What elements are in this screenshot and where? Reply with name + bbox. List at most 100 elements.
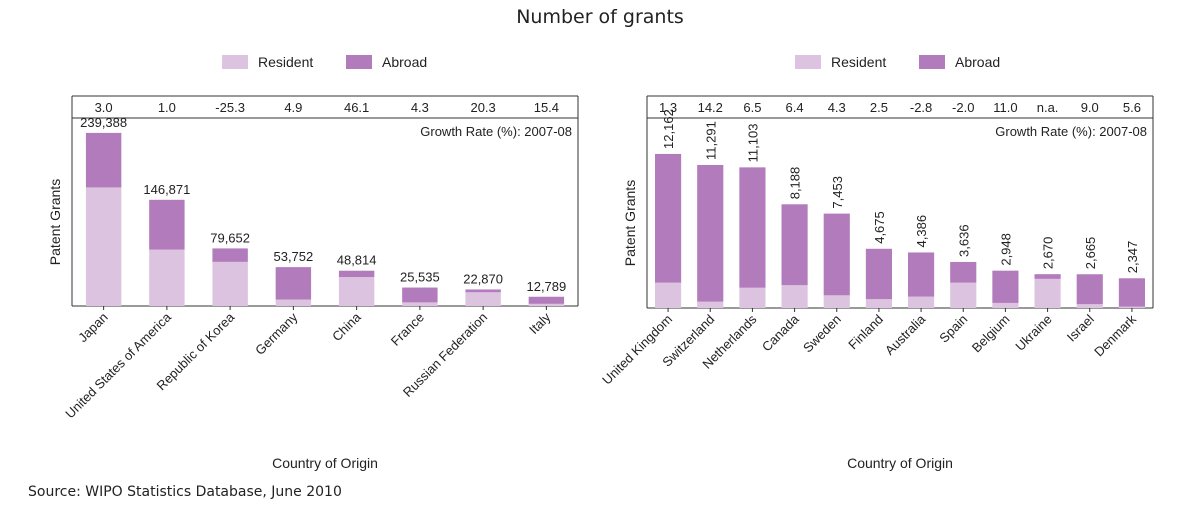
x-tick-label: Australia	[882, 311, 929, 358]
legend-label-1: Abroad	[955, 54, 1000, 70]
bar-value-label: 8,188	[788, 167, 803, 200]
bar-abroad	[85, 132, 122, 188]
bar-abroad	[781, 204, 808, 286]
growth-rate-value: 4.3	[828, 100, 846, 115]
bar-value-label: 11,103	[745, 124, 760, 163]
growth-rate-value: 46.1	[344, 100, 369, 115]
bar-resident	[1118, 306, 1145, 308]
bar-resident	[149, 249, 185, 306]
chart-right: Resident Abroad 1.3 14.2 6.5 6.4 4.3 2.5 -2.8 -2.…	[599, 54, 1154, 471]
bar-resident	[697, 301, 724, 308]
legend: Resident Abroad	[222, 54, 427, 70]
source-note: Source: WIPO Statistics Database, June 2…	[28, 484, 342, 500]
bar-resident	[950, 282, 977, 308]
x-tick-label: Denmark	[1091, 311, 1139, 359]
bar-resident	[1076, 304, 1103, 308]
bar-abroad	[655, 153, 682, 283]
bar-abroad	[697, 164, 724, 302]
x-axis-title: Country of Origin	[272, 455, 378, 471]
bar-abroad	[1034, 274, 1061, 279]
bar-value-label: 48,814	[337, 253, 377, 268]
bar-abroad	[149, 199, 185, 250]
growth-rate-value: -2.0	[952, 100, 974, 115]
chart-left: Resident Abroad 3.0 1.0 -25.3 4.9 46.1 4.3 20.3 1…	[47, 54, 579, 471]
x-axis-title: Country of Origin	[847, 455, 953, 471]
bar-resident	[465, 292, 501, 306]
legend-label-0: Resident	[831, 54, 886, 70]
bar-resident	[865, 299, 892, 308]
legend-swatch-0	[222, 55, 248, 69]
bar-resident	[402, 302, 438, 306]
growth-rate-value: 15.4	[534, 100, 559, 115]
x-tick-label: Germany	[252, 309, 301, 358]
growth-rate-value: 1.3	[659, 100, 677, 115]
x-tick-label: Israel	[1064, 311, 1097, 344]
x-tick-label: Finland	[845, 312, 886, 353]
bar-abroad	[1118, 278, 1145, 307]
bar-value-label: 12,789	[526, 279, 566, 294]
bar-value-label: 53,752	[273, 249, 313, 264]
growth-rate-value: 3.0	[95, 100, 113, 115]
x-tick-label: Spain	[936, 312, 970, 346]
legend-swatch-1	[919, 55, 945, 69]
bar-value-label: 7,453	[830, 176, 845, 209]
x-tick-label: Canada	[759, 311, 802, 354]
growth-rate-value: -25.3	[215, 100, 245, 115]
y-axis-title: Patent Grants	[47, 179, 63, 265]
bar-value-label: 22,870	[463, 271, 503, 286]
bar-abroad	[865, 248, 892, 300]
growth-rate-value: 1.0	[158, 100, 176, 115]
bar-value-label: 25,535	[400, 270, 440, 285]
growth-rate-label: Growth Rate (%): 2007-08	[995, 124, 1147, 139]
bar-value-label: 11,291	[703, 121, 718, 160]
legend-swatch-0	[795, 55, 821, 69]
bar-abroad	[1076, 274, 1103, 305]
bar-abroad	[465, 289, 501, 293]
growth-rate-value: 14.2	[698, 100, 723, 115]
bar-resident	[1034, 278, 1061, 308]
bar-resident	[908, 296, 935, 308]
bar-abroad	[402, 287, 438, 303]
bar-abroad	[275, 267, 312, 300]
x-tick-label: United Kingdom	[599, 312, 675, 388]
bar-abroad	[992, 270, 1019, 303]
growth-rate-value: 4.9	[284, 100, 302, 115]
bar-resident	[338, 277, 375, 306]
bar-resident	[212, 261, 248, 306]
bar-resident	[655, 282, 682, 308]
bar-resident	[85, 187, 122, 306]
bar-value-label: 12,162	[661, 109, 676, 149]
bar-value-label: 4,675	[872, 211, 887, 244]
bar-value-label: 2,948	[998, 233, 1013, 266]
bar-resident	[739, 287, 766, 308]
bar-value-label: 4,386	[914, 215, 929, 248]
growth-rate-value: 4.3	[411, 100, 429, 115]
bar-resident	[823, 295, 850, 308]
bar-abroad	[908, 252, 935, 297]
bar-resident	[275, 299, 312, 306]
x-tick-label: Japan	[75, 310, 111, 346]
bar-value-label: 3,636	[956, 224, 971, 257]
bar-abroad	[950, 261, 977, 283]
bar-resident	[781, 285, 808, 308]
bar-abroad	[338, 270, 375, 278]
bar-value-label: 239,388	[80, 115, 127, 130]
bar-abroad	[528, 296, 565, 304]
x-tick-label: Belgium	[969, 312, 1013, 356]
bar-resident	[992, 302, 1019, 308]
growth-rate-value: 2.5	[870, 100, 888, 115]
growth-rate-value: 11.0	[993, 100, 1017, 115]
bar-abroad	[739, 167, 766, 288]
growth-rate-label: Growth Rate (%): 2007-08	[420, 124, 572, 139]
x-tick-label: China	[329, 309, 364, 344]
bar-value-label: 79,652	[210, 230, 250, 245]
legend-label-0: Resident	[258, 54, 313, 70]
bar-value-label: 146,871	[143, 182, 190, 197]
legend: Resident Abroad	[795, 54, 1000, 70]
x-tick-label: United States of America	[62, 309, 174, 421]
bar-value-label: 2,670	[1041, 237, 1056, 270]
bar-abroad	[823, 213, 850, 296]
growth-rate-value: 5.6	[1123, 100, 1141, 115]
y-axis-title: Patent Grants	[622, 180, 638, 266]
bar-value-label: 2,347	[1125, 241, 1140, 274]
